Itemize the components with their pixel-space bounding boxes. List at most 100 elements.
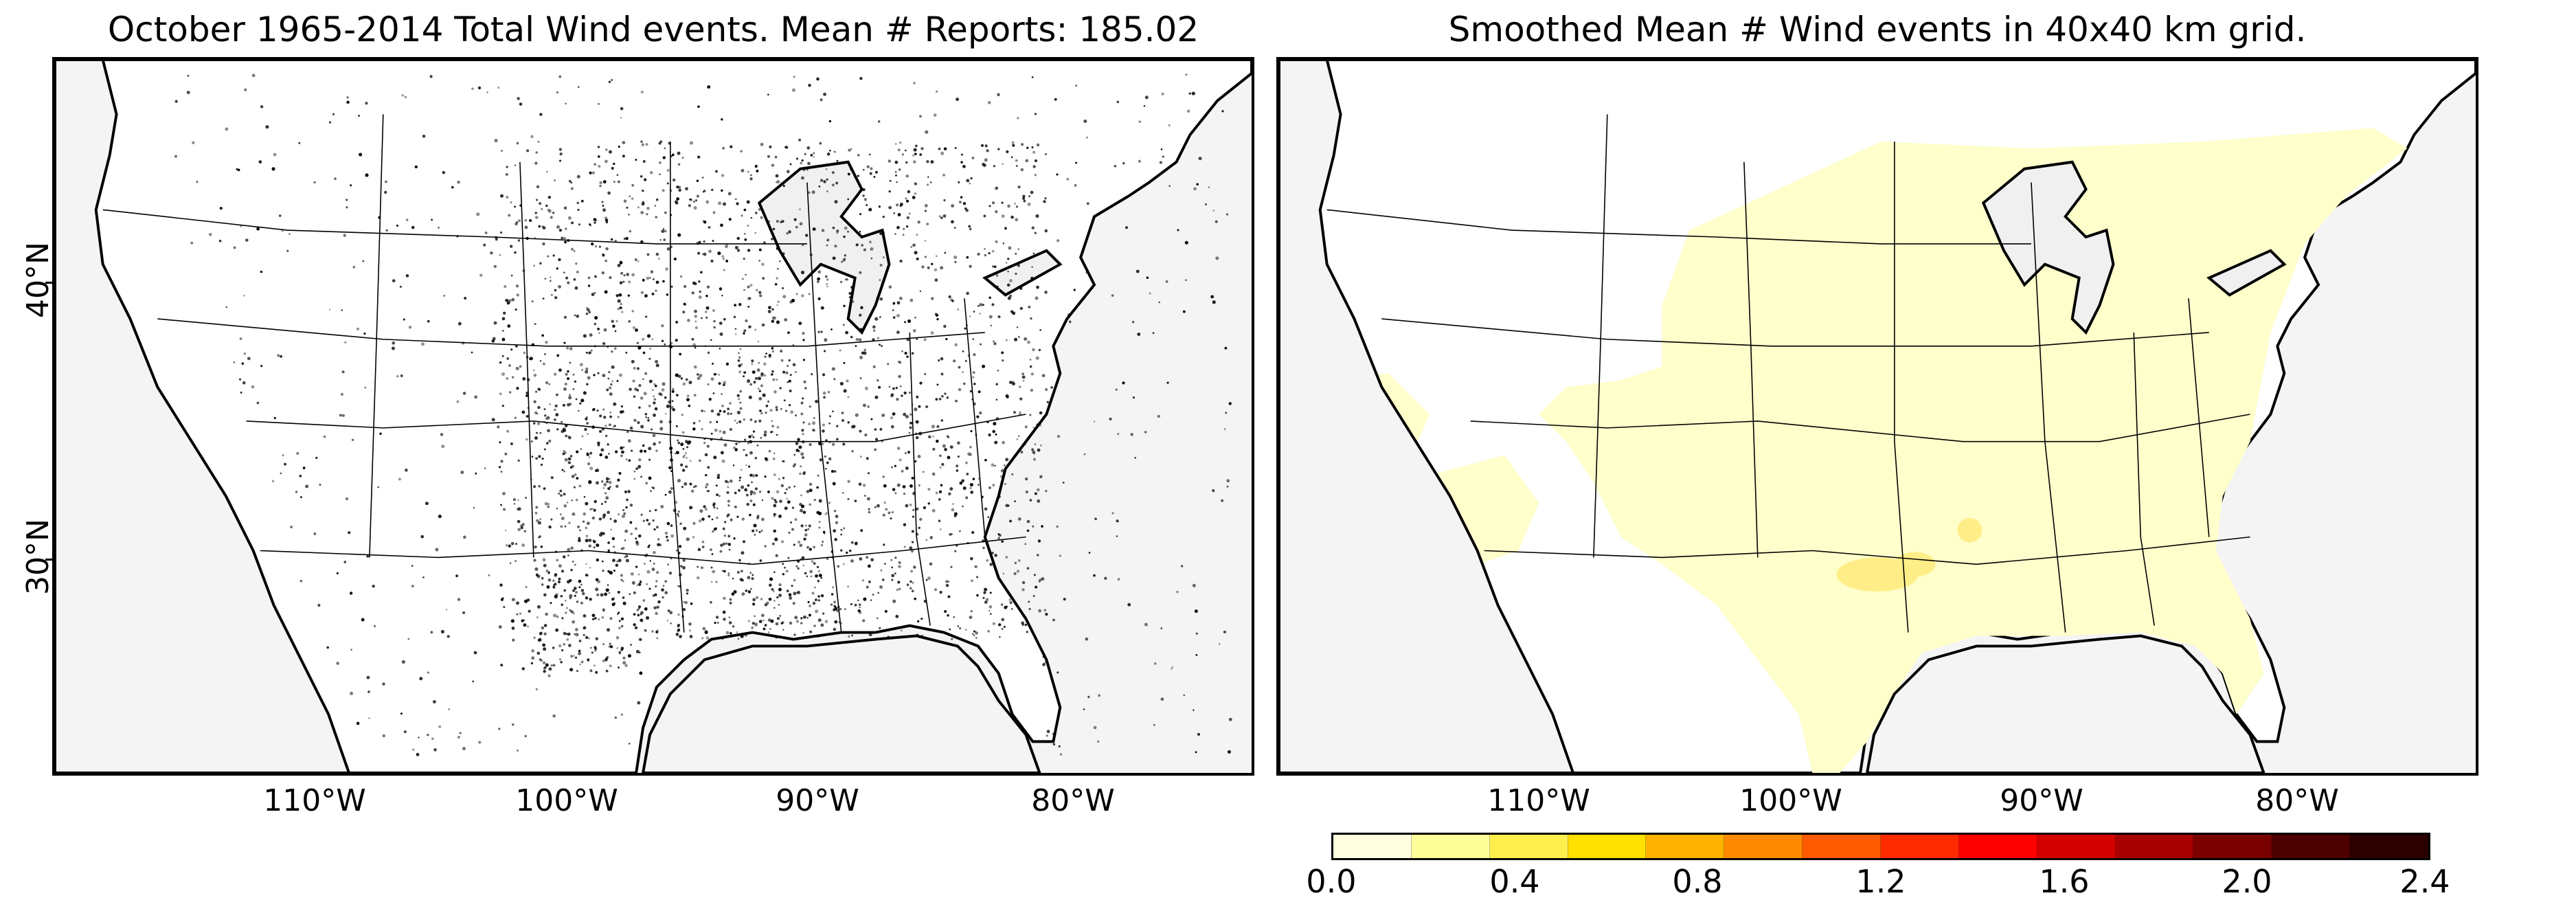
wind-report-dot <box>859 271 862 275</box>
wind-report-dot <box>238 378 241 381</box>
wind-report-dot <box>677 552 681 554</box>
wind-report-dot <box>558 148 562 151</box>
wind-report-dot <box>541 583 544 586</box>
wind-report-dot <box>637 614 640 617</box>
wind-report-dot <box>559 658 561 661</box>
wind-report-dot <box>534 216 539 219</box>
wind-report-dot <box>1152 332 1155 335</box>
wind-report-dot <box>567 548 571 552</box>
wind-report-dot <box>302 466 306 469</box>
wind-report-dot <box>1138 159 1141 163</box>
wind-report-dot <box>952 503 954 505</box>
wind-report-dot <box>501 355 504 357</box>
wind-report-dot <box>979 313 981 315</box>
wind-report-dot <box>667 563 670 565</box>
wind-report-dot <box>430 631 433 634</box>
wind-report-dot <box>295 491 298 493</box>
wind-report-dot <box>1001 618 1005 622</box>
wind-report-dot <box>692 343 697 347</box>
colorbar-segment <box>2037 835 2116 858</box>
wind-report-dot <box>1003 625 1006 629</box>
wind-report-dot <box>760 530 763 532</box>
wind-report-dot <box>1007 204 1010 208</box>
wind-report-dot <box>806 168 809 171</box>
wind-report-dot <box>823 350 826 352</box>
wind-report-dot <box>802 244 804 247</box>
wind-report-dot <box>887 635 890 639</box>
wind-report-dot <box>350 649 352 651</box>
wind-report-dot <box>765 352 768 355</box>
wind-report-dot <box>707 383 710 385</box>
wind-report-dot <box>924 256 927 258</box>
wind-report-dot <box>448 708 450 710</box>
wind-report-dot <box>812 227 816 232</box>
wind-report-dot <box>908 431 911 434</box>
wind-report-dot <box>602 374 606 377</box>
wind-report-dot <box>752 370 756 374</box>
wind-report-dot <box>767 310 771 313</box>
wind-report-dot <box>668 572 673 575</box>
wind-report-dot <box>403 318 405 321</box>
wind-report-dot <box>763 362 767 366</box>
wind-report-dot <box>947 595 951 598</box>
wind-report-dot <box>575 633 579 637</box>
wind-report-dot <box>633 395 636 398</box>
wind-report-dot <box>580 583 583 586</box>
wind-report-dot <box>412 748 415 751</box>
wind-report-dot <box>874 395 879 399</box>
wind-report-dot <box>598 517 602 521</box>
wind-report-dot <box>635 537 637 540</box>
wind-report-dot <box>903 391 907 395</box>
wind-report-dot <box>239 337 242 340</box>
wind-report-dot <box>523 351 526 355</box>
wind-report-dot <box>604 492 607 495</box>
wind-report-dot <box>938 215 942 218</box>
wind-report-dot <box>618 611 620 614</box>
wind-report-dot <box>784 409 788 412</box>
wind-report-dot <box>585 635 589 640</box>
wind-report-dot <box>608 371 611 374</box>
wind-report-dot <box>642 599 646 602</box>
wind-report-dot <box>789 389 792 392</box>
wind-report-dot <box>648 404 651 407</box>
wind-report-dot <box>912 160 916 164</box>
wind-report-dot <box>903 492 906 495</box>
wind-report-dot <box>662 382 666 386</box>
wind-report-dot <box>655 280 659 284</box>
wind-report-dot <box>721 255 725 258</box>
wind-report-dot <box>896 181 898 183</box>
wind-report-dot <box>612 559 615 563</box>
wind-report-dot <box>664 493 667 496</box>
wind-report-dot <box>989 613 992 616</box>
wind-report-dot <box>966 179 970 183</box>
wind-report-dot <box>955 399 958 403</box>
wind-report-dot <box>927 266 930 269</box>
wind-report-dot <box>755 596 759 600</box>
wind-report-dot <box>363 333 366 335</box>
wind-report-dot <box>754 487 758 491</box>
wind-report-dot <box>646 519 649 521</box>
wind-report-dot <box>686 446 689 449</box>
wind-report-dot <box>789 374 792 376</box>
wind-report-dot <box>605 159 608 164</box>
wind-report-dot <box>1191 91 1195 95</box>
wind-report-dot <box>617 180 620 183</box>
wind-report-dot <box>704 311 708 313</box>
wind-report-dot <box>787 556 790 559</box>
wind-report-dot <box>556 267 558 270</box>
wind-report-dot <box>677 510 680 513</box>
wind-report-dot <box>839 381 844 385</box>
wind-report-dot <box>1024 623 1028 627</box>
wind-report-dot <box>916 395 919 398</box>
wind-report-dot <box>564 458 568 462</box>
wind-report-dot <box>800 161 802 165</box>
wind-report-dot <box>1018 336 1020 338</box>
wind-report-dot <box>951 204 955 208</box>
wind-report-dot <box>795 565 798 567</box>
wind-report-dot <box>677 374 681 379</box>
wind-report-dot <box>1036 554 1039 556</box>
wind-report-dot <box>993 422 997 426</box>
wind-report-dot <box>1032 165 1036 168</box>
wind-report-dot <box>909 298 914 302</box>
wind-report-dot <box>1025 620 1028 622</box>
